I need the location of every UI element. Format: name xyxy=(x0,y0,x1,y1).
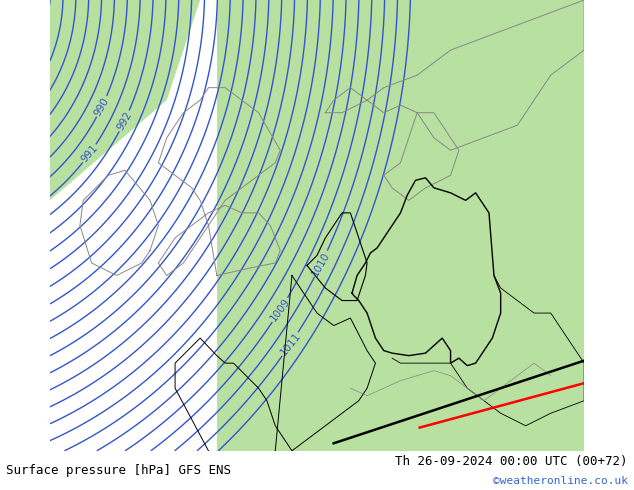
Text: 991: 991 xyxy=(79,143,100,164)
Polygon shape xyxy=(217,0,584,451)
Polygon shape xyxy=(50,0,200,200)
Text: ©weatheronline.co.uk: ©weatheronline.co.uk xyxy=(493,476,628,487)
Text: 1010: 1010 xyxy=(310,250,332,278)
Text: 992: 992 xyxy=(115,110,134,132)
Text: 1009: 1009 xyxy=(268,296,292,323)
Text: Surface pressure [hPa] GFS ENS: Surface pressure [hPa] GFS ENS xyxy=(6,464,231,477)
Text: Th 26-09-2024 00:00 UTC (00+72): Th 26-09-2024 00:00 UTC (00+72) xyxy=(395,455,628,468)
Text: 990: 990 xyxy=(93,96,111,118)
Text: 1011: 1011 xyxy=(278,331,302,358)
